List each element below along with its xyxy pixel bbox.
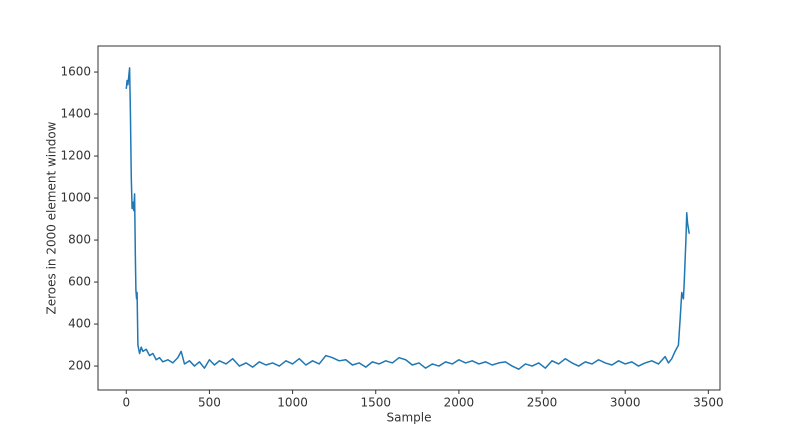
y-tick-label: 600 bbox=[68, 275, 91, 289]
data-line bbox=[125, 67, 690, 370]
y-tick-label: 200 bbox=[68, 359, 91, 373]
x-tick-label: 1000 bbox=[277, 396, 308, 410]
x-tick-label: 2000 bbox=[444, 396, 475, 410]
y-tick-label: 1600 bbox=[60, 65, 91, 79]
y-axis-label: Zeroes in 2000 element window bbox=[45, 121, 59, 314]
y-tick-label: 800 bbox=[68, 233, 91, 247]
x-tick-label: 2500 bbox=[527, 396, 558, 410]
x-tick-label: 3000 bbox=[610, 396, 641, 410]
y-tick-label: 1000 bbox=[60, 191, 91, 205]
y-tick-label: 1200 bbox=[60, 149, 91, 163]
x-axis-label: Sample bbox=[387, 411, 432, 425]
y-tick-label: 400 bbox=[68, 317, 91, 331]
x-tick-label: 0 bbox=[122, 396, 130, 410]
plot-frame bbox=[97, 45, 721, 391]
x-tick-label: 1500 bbox=[360, 396, 391, 410]
x-tick-label: 500 bbox=[198, 396, 221, 410]
y-tick-label: 1400 bbox=[60, 107, 91, 121]
x-tick-label: 3500 bbox=[693, 396, 724, 410]
